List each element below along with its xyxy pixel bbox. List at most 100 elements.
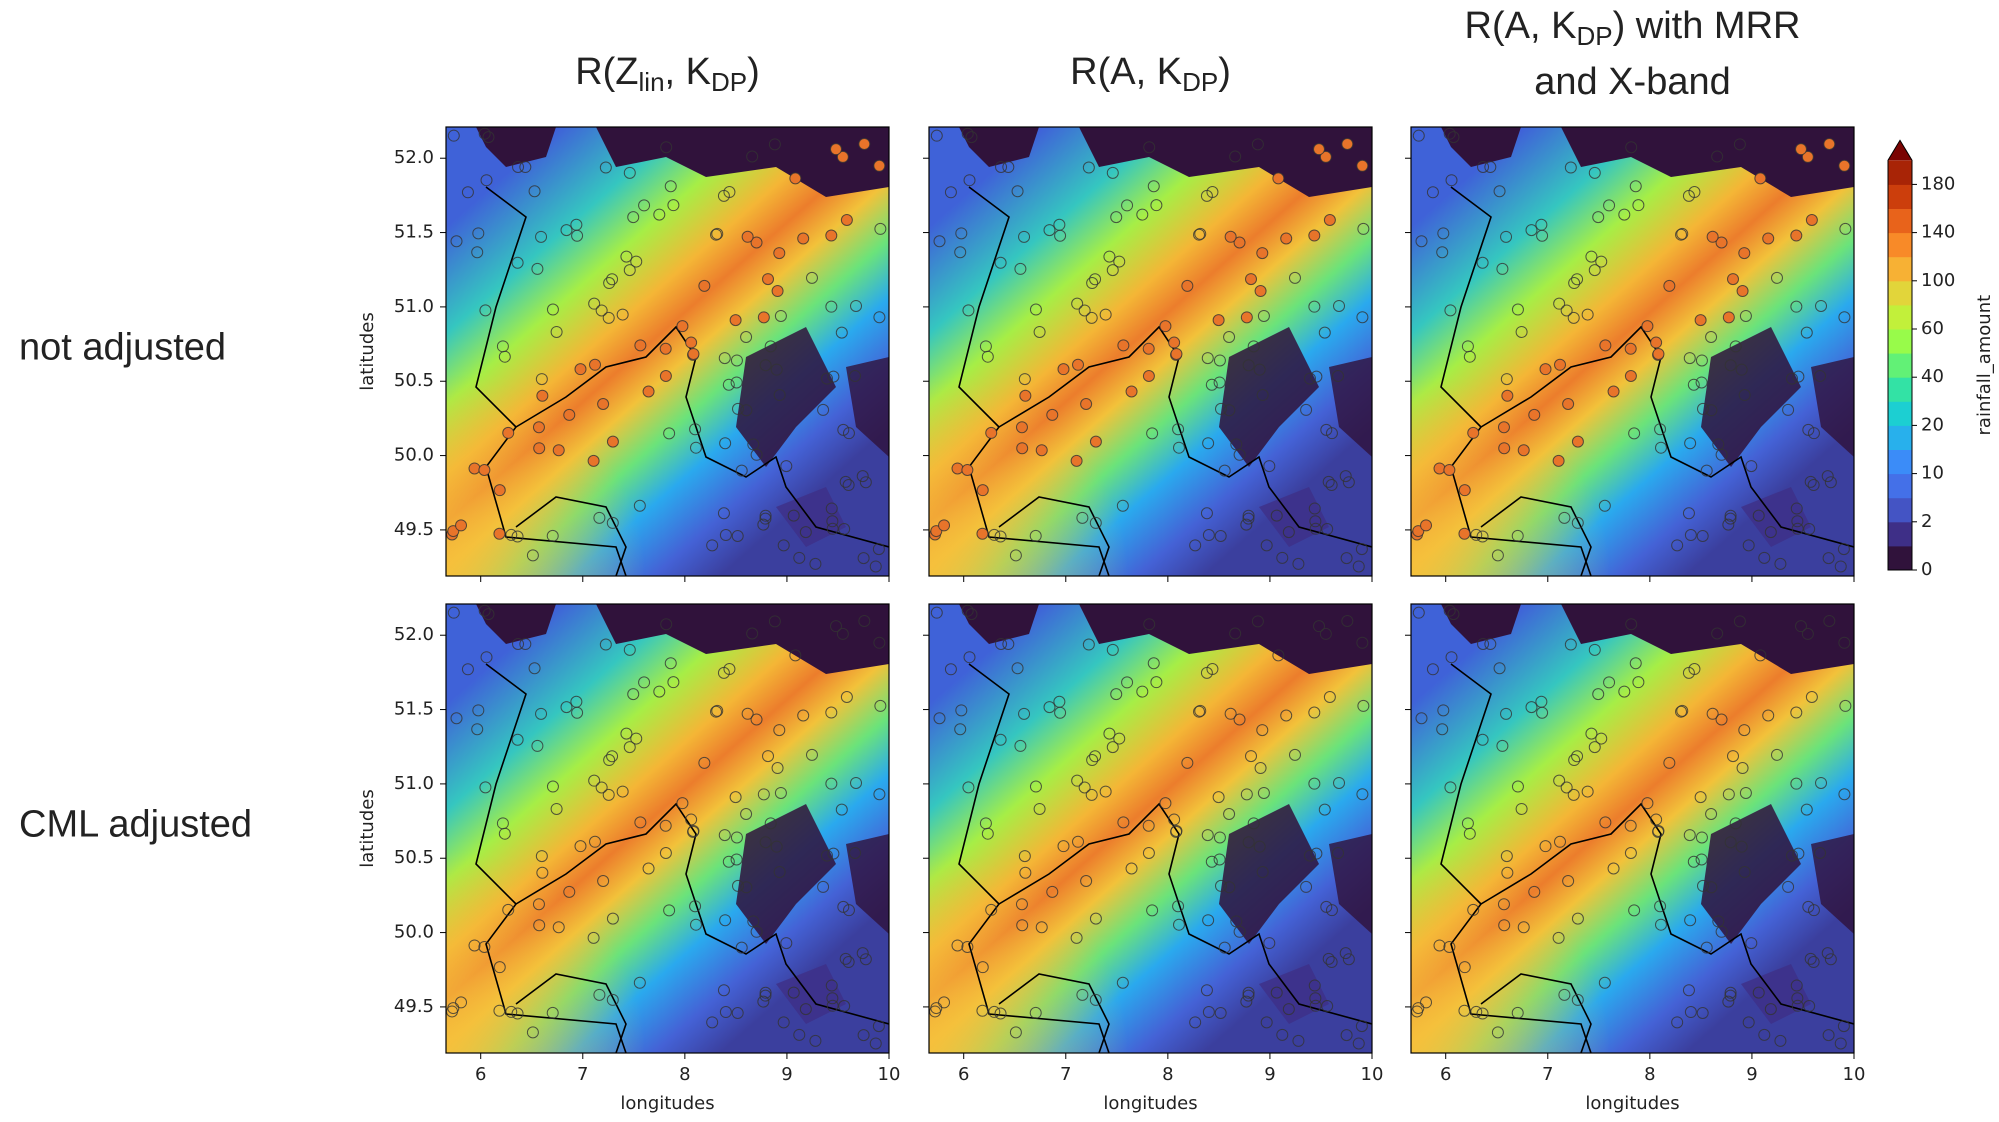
gauge xyxy=(1121,199,1134,212)
gauge xyxy=(1202,914,1215,927)
gauge xyxy=(589,358,602,371)
gauge xyxy=(1202,437,1215,450)
gauge xyxy=(589,835,602,848)
gauge xyxy=(606,435,619,448)
gauge xyxy=(1628,904,1641,917)
gauge xyxy=(1076,511,1089,524)
gauge xyxy=(1242,986,1255,999)
gauge xyxy=(1303,849,1316,862)
gauge xyxy=(741,230,754,243)
gauge xyxy=(995,160,1008,173)
gauge xyxy=(988,1005,1001,1018)
gauge xyxy=(706,539,719,552)
gauge xyxy=(1018,373,1031,386)
gauge xyxy=(1632,676,1645,689)
gauge xyxy=(1815,299,1828,312)
gauge xyxy=(1671,1016,1684,1029)
gauge xyxy=(825,300,838,313)
gauge xyxy=(1742,539,1755,552)
gauge xyxy=(1172,918,1185,931)
gauge xyxy=(595,781,608,794)
colorbar-tick-label: 180 xyxy=(1921,173,1955,194)
gauge xyxy=(826,522,839,535)
gauge xyxy=(750,925,763,938)
gauge xyxy=(1571,912,1584,925)
gauge xyxy=(1838,636,1851,649)
gauge xyxy=(1722,788,1735,801)
gauge xyxy=(1308,229,1321,242)
gauge xyxy=(1758,551,1771,564)
gauge xyxy=(587,931,600,944)
gauge xyxy=(1458,527,1471,540)
gauge xyxy=(1159,797,1172,810)
gauge xyxy=(1142,370,1155,383)
gauge xyxy=(933,235,946,248)
gauge xyxy=(689,423,702,436)
gauge xyxy=(735,941,748,954)
gauge xyxy=(768,615,781,628)
gauge xyxy=(1089,750,1102,763)
gauge xyxy=(1762,709,1775,722)
gauge xyxy=(1202,1006,1215,1019)
gauge xyxy=(1493,185,1506,198)
colorbar-band xyxy=(1888,280,1912,306)
gauge xyxy=(478,940,491,953)
title-text: ) xyxy=(747,51,760,93)
gauge xyxy=(817,880,830,893)
gauge xyxy=(1223,881,1236,894)
gauge xyxy=(1218,464,1231,477)
gauge xyxy=(593,511,606,524)
gauge xyxy=(478,127,491,140)
x-tick-label: 8 xyxy=(1162,1064,1173,1085)
gauge xyxy=(1752,986,1765,999)
gauge xyxy=(985,903,998,916)
gauge xyxy=(1002,161,1015,174)
gauge xyxy=(759,986,772,999)
gauge xyxy=(740,881,753,894)
gauge xyxy=(1536,706,1549,719)
gauge xyxy=(1511,303,1524,316)
gauge xyxy=(1500,373,1513,386)
title-text: , K xyxy=(665,51,711,93)
gauge xyxy=(1581,308,1594,321)
gauge xyxy=(1342,476,1355,489)
title-text: R(A, K xyxy=(1070,51,1182,93)
gauge xyxy=(1706,230,1719,243)
gauge xyxy=(511,733,524,746)
gauge xyxy=(1497,421,1510,434)
gauge xyxy=(1194,227,1207,240)
gauge xyxy=(1625,141,1638,154)
column-title: and X-band xyxy=(1534,61,1731,103)
gauge xyxy=(954,723,967,736)
y-tick-label: 51.0 xyxy=(394,773,434,794)
gauge xyxy=(519,638,532,651)
x-axis-label: longitudes xyxy=(620,1093,714,1114)
gauge xyxy=(710,228,723,241)
gauge xyxy=(1553,297,1566,310)
gauge xyxy=(762,273,775,286)
gauge xyxy=(1695,376,1708,389)
gauge xyxy=(789,649,802,662)
gauge xyxy=(602,788,615,801)
gauge xyxy=(1461,817,1474,830)
gauge xyxy=(597,397,610,410)
gauge xyxy=(1491,549,1504,562)
gauge xyxy=(1539,363,1552,376)
gauge xyxy=(719,437,732,450)
gauge xyxy=(660,141,673,154)
gauge xyxy=(502,426,515,439)
colorbar-tick-label: 20 xyxy=(1921,414,1944,435)
gauge xyxy=(835,803,848,816)
gauge xyxy=(944,186,957,199)
gauge xyxy=(642,862,655,875)
gauge xyxy=(1560,781,1573,794)
gauge xyxy=(1288,271,1301,284)
gauge xyxy=(1212,791,1225,804)
gauge xyxy=(1687,378,1700,391)
gauge xyxy=(552,921,565,934)
gauge xyxy=(1624,847,1637,860)
gauge xyxy=(1564,638,1577,651)
gauge xyxy=(1663,756,1676,769)
gauge xyxy=(1700,941,1713,954)
